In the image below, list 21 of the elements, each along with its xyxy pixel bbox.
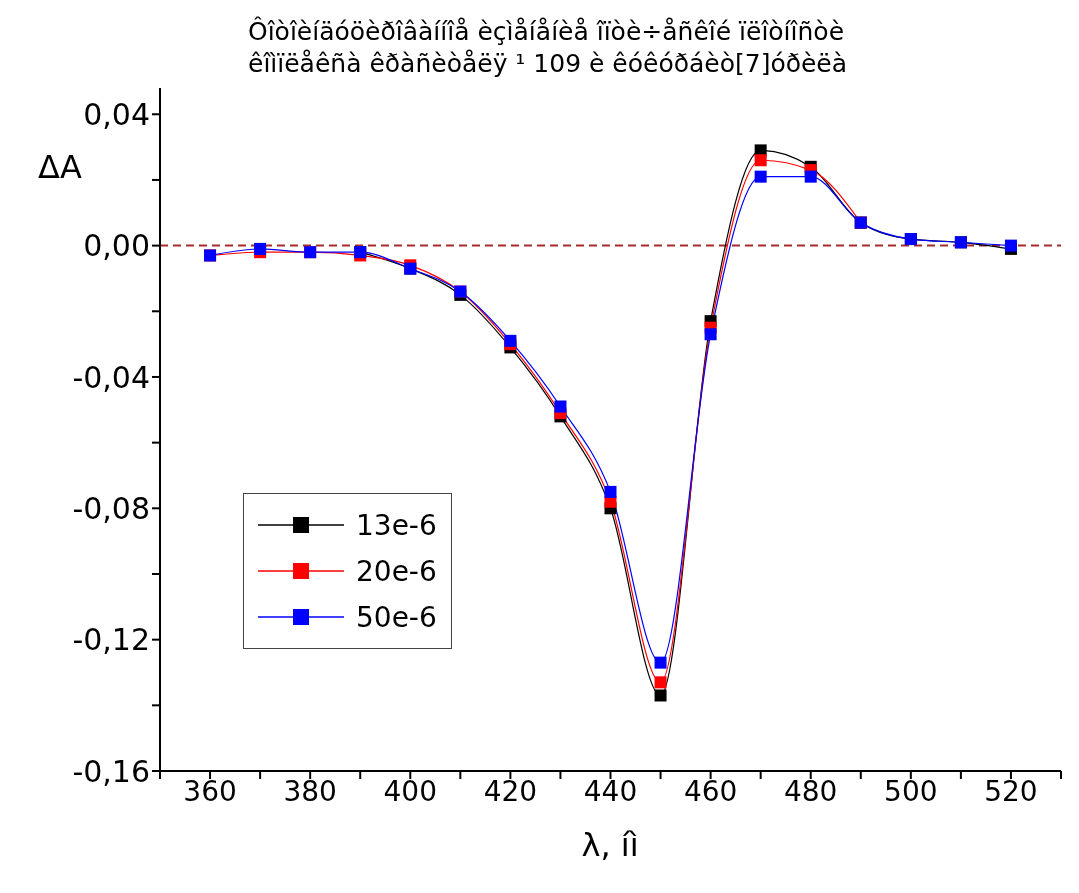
x-tick-label: 420 <box>483 774 538 808</box>
legend-label: 20e-6 <box>356 554 437 588</box>
chart-title: Ôîòîèíäóöèðîâàííîå èçìåíåíèå îïòè÷åñêîé ïëîòíîñòè êîìïëåêñà êðàñèòåëÿ ¹ 109 è êóêóðáèò[7]óðèëà <box>248 16 848 80</box>
x-tick-label: 360 <box>183 774 237 808</box>
x-tick-label: 380 <box>283 774 337 808</box>
y-axis-title: ΔA <box>38 148 82 186</box>
legend-label: 50e-6 <box>356 600 437 634</box>
legend-label: 13e-6 <box>356 508 437 542</box>
x-tick-label: 520 <box>984 774 1038 808</box>
x-tick-label: 460 <box>683 774 738 808</box>
y-tick-label: -0,08 <box>72 490 150 526</box>
x-tick-label: 500 <box>884 774 938 808</box>
y-tick-label: 0,00 <box>83 228 150 264</box>
x-tick-label: 480 <box>784 774 838 808</box>
x-tick-label: 440 <box>583 774 638 808</box>
y-tick-label: -0,16 <box>72 753 150 789</box>
y-tick-label: -0,12 <box>72 622 150 658</box>
x-axis-title: λ, íì <box>580 826 640 864</box>
y-tick-label: 0,04 <box>83 96 150 132</box>
x-tick-label: 400 <box>383 774 437 808</box>
y-tick-label: -0,04 <box>72 359 150 395</box>
